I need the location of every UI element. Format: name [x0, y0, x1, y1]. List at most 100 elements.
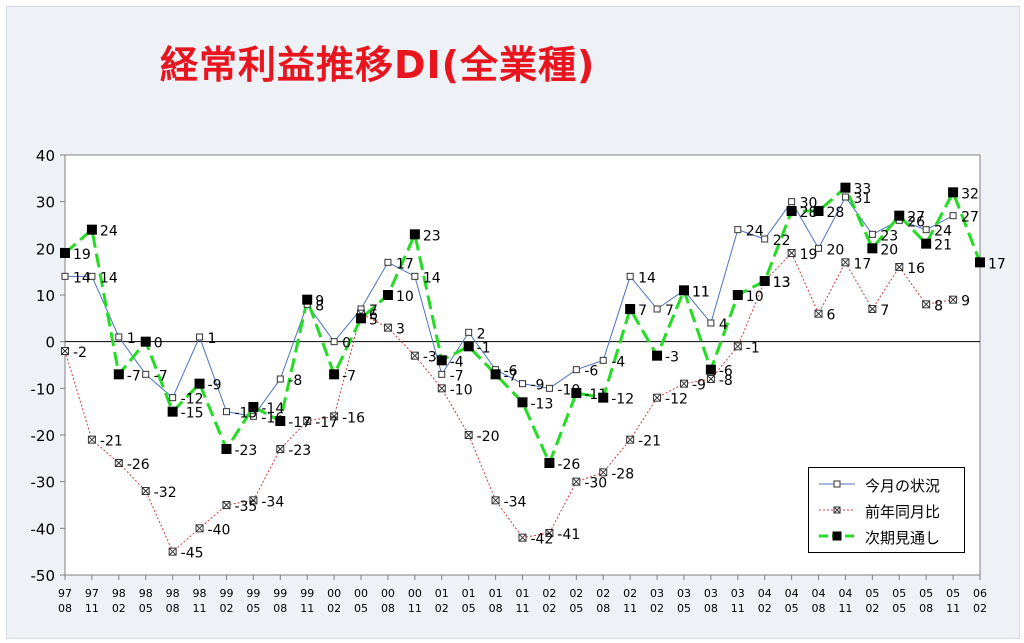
data-label: -26 — [557, 457, 580, 473]
data-label: 17 — [853, 256, 871, 272]
point-yoy — [437, 384, 446, 393]
point-yoy-x2 — [464, 431, 473, 439]
point-yoy — [868, 305, 877, 313]
x-tick-label-month: 05 — [569, 602, 583, 615]
point-yoy-x2 — [949, 295, 957, 304]
point-yoy-x2 — [61, 347, 69, 355]
data-label: -3 — [423, 350, 437, 366]
data-label: 2 — [477, 326, 486, 342]
data-label: 6 — [369, 308, 378, 324]
point-yoy — [249, 496, 258, 505]
y-tick-label: 30 — [36, 194, 55, 212]
data-label: -32 — [154, 485, 177, 501]
point-outlook — [840, 182, 851, 193]
data-label: -7 — [154, 368, 168, 384]
x-tick-label-year: 05 — [865, 587, 879, 600]
point-current — [815, 244, 823, 252]
data-label: -15 — [234, 406, 257, 422]
x-tick-label-month: 02 — [112, 602, 126, 615]
x-tick-label-month: 08 — [812, 602, 826, 615]
x-tick-label-year: 98 — [166, 587, 180, 600]
legend-item-current: 今月の状況 — [817, 474, 962, 495]
data-label: -7 — [450, 368, 464, 384]
legend-label-current: 今月の状況 — [865, 477, 941, 495]
data-label: 24 — [746, 224, 764, 240]
x-tick-label-year: 97 — [58, 587, 72, 600]
point-yoy-x2 — [814, 309, 823, 318]
data-label: 1 — [127, 331, 136, 347]
data-label: -8 — [288, 373, 302, 389]
data-label: -12 — [665, 392, 688, 408]
point-outlook — [60, 248, 70, 258]
data-label: -11 — [584, 387, 607, 403]
x-tick-label-year: 98 — [112, 587, 126, 600]
data-label: -1 — [746, 340, 760, 356]
point-yoy-x2 — [437, 384, 446, 393]
point-yoy-x2 — [545, 529, 554, 537]
point-yoy — [383, 323, 392, 332]
legend-symbol-current — [819, 480, 855, 488]
point-yoy-x2 — [841, 258, 850, 267]
x-tick-label-year: 98 — [193, 587, 207, 600]
point-outlook — [275, 416, 286, 426]
point-current — [115, 333, 123, 341]
data-label: -1 — [477, 340, 491, 356]
point-outlook — [221, 444, 232, 454]
point-current — [88, 272, 96, 280]
data-label: -42 — [531, 532, 554, 548]
point-outlook — [786, 206, 797, 216]
point-current — [222, 408, 230, 416]
data-label: -6 — [504, 364, 518, 380]
point-yoy — [545, 529, 554, 537]
point-outlook — [194, 378, 205, 389]
data-label: 9 — [315, 294, 324, 310]
data-label: 14 — [73, 270, 91, 286]
data-label: -34 — [261, 494, 284, 510]
data-label: -16 — [261, 410, 284, 426]
x-tick-label-month: 05 — [892, 602, 906, 615]
data-label: 19 — [73, 247, 91, 263]
data-label: -17 — [315, 415, 338, 431]
point-yoy-x2 — [922, 300, 931, 309]
point-outlook — [975, 257, 985, 268]
point-yoy — [949, 295, 958, 304]
x-tick-label-year: 00 — [327, 587, 341, 600]
data-label: 10 — [396, 289, 414, 305]
point-yoy — [276, 445, 285, 453]
point-yoy — [222, 501, 231, 509]
x-tick-label-month: 11 — [300, 602, 314, 615]
legend-label-outlook: 次期見通し — [865, 529, 941, 547]
point-yoy — [464, 431, 473, 439]
point-outlook — [356, 313, 367, 324]
y-tick-label: 40 — [36, 147, 55, 165]
x-tick-label-year: 01 — [489, 587, 503, 600]
x-tick-label-month: 11 — [623, 602, 637, 615]
data-label: 11 — [692, 284, 710, 300]
point-current — [330, 338, 338, 346]
point-outlook — [544, 458, 555, 468]
point-yoy-x2 — [733, 342, 742, 351]
legend-symbol-yoy — [819, 506, 855, 514]
point-current — [788, 198, 796, 206]
data-label: -21 — [638, 434, 661, 450]
x-tick-label-year: 01 — [516, 587, 530, 600]
x-tick-label-year: 02 — [596, 587, 610, 600]
data-label: 0 — [342, 336, 351, 352]
x-tick-label-year: 99 — [300, 587, 314, 600]
point-yoy — [330, 412, 339, 421]
series-line-0 — [65, 196, 954, 417]
point-yoy-x2 — [653, 393, 661, 402]
y-tick-label: -40 — [31, 520, 56, 538]
point-yoy — [787, 249, 796, 257]
data-label: -30 — [584, 476, 607, 492]
x-tick-label-month: 08 — [489, 602, 503, 615]
data-label: 11 — [692, 284, 710, 300]
data-label: 20 — [880, 242, 898, 258]
point-current — [922, 226, 930, 234]
point-current — [384, 258, 392, 266]
data-label: -10 — [557, 382, 580, 398]
data-label: -12 — [611, 392, 634, 408]
point-current — [653, 305, 661, 313]
data-label: 26 — [907, 214, 925, 230]
data-label: 31 — [853, 191, 871, 207]
